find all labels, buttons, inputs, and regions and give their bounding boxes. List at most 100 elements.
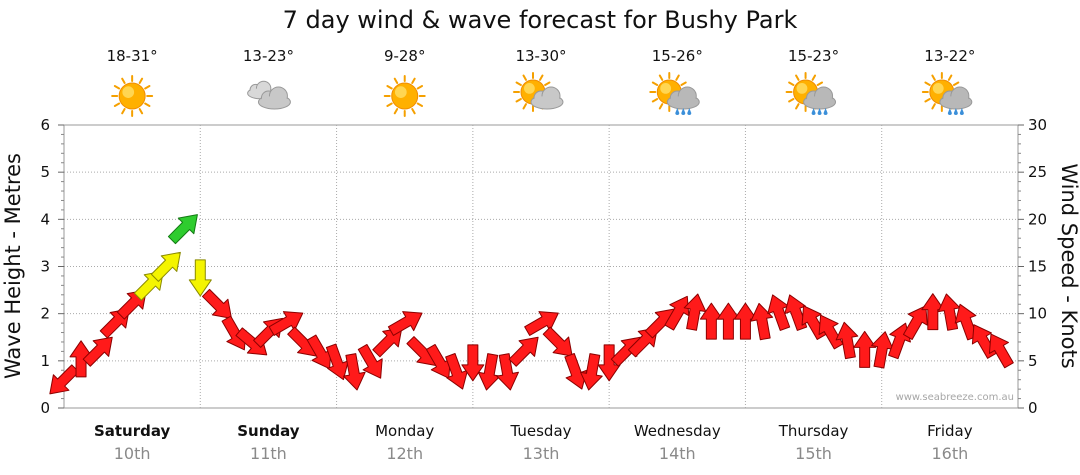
wind-arrow-shape xyxy=(921,293,945,331)
x-axis-labels: Saturday 10th Sunday 11th Monday 12th Tuesday 1… xyxy=(94,422,973,463)
cloud-shape xyxy=(803,86,837,110)
sun-ray xyxy=(113,102,121,107)
wind-arrow xyxy=(150,251,181,282)
day-name-label: Saturday xyxy=(94,422,171,440)
sun-ray xyxy=(924,81,931,86)
sun-showers-icon xyxy=(649,72,700,115)
sun-highlight xyxy=(932,83,944,94)
wind-arrow xyxy=(342,353,366,391)
rain-drop xyxy=(811,108,816,115)
wind-arrow-shape xyxy=(683,293,707,331)
sun-ray xyxy=(788,81,795,86)
day-name-label: Wednesday xyxy=(634,422,721,440)
sun-ray xyxy=(386,102,393,107)
day-date-label: 11th xyxy=(250,444,287,463)
sun-ray xyxy=(816,81,824,86)
sun-ray xyxy=(113,85,121,90)
left-axis-ticks: 0 1 2 3 4 5 6 xyxy=(40,116,64,417)
left-tick-label: 5 xyxy=(40,163,50,181)
wind-arrow-shape xyxy=(477,353,501,391)
day-date-label: 10th xyxy=(114,444,151,463)
temperature-range: 15-26° xyxy=(652,47,703,65)
wind-arrow-shape xyxy=(306,334,332,370)
wind-arrow xyxy=(496,353,519,391)
wind-arrow-shape xyxy=(818,314,844,350)
sun-highlight xyxy=(524,83,535,94)
wind-arrow xyxy=(357,343,383,379)
day-date-label: 16th xyxy=(931,444,968,463)
wind-arrow-shape xyxy=(325,343,349,381)
wind-arrow-shape xyxy=(150,251,181,282)
sun-ray xyxy=(931,74,936,81)
sun-ray xyxy=(515,98,522,103)
left-tick-label: 1 xyxy=(40,352,50,370)
wind-arrow-shape xyxy=(853,330,877,368)
wind-arrow xyxy=(425,343,451,379)
rain-drop xyxy=(681,108,686,115)
wind-arrow-shape xyxy=(69,340,93,378)
day-name-label: Thursday xyxy=(778,422,849,440)
sun-ray xyxy=(931,103,936,110)
right-tick-label: 25 xyxy=(1028,163,1047,181)
wind-arrow xyxy=(445,353,469,390)
sun-ray xyxy=(393,77,399,85)
wind-arrow-shape xyxy=(387,311,423,336)
sun-ray xyxy=(788,98,795,103)
wind-arrow-shape xyxy=(937,293,961,331)
wind-arrow-shape xyxy=(425,343,451,379)
sun-ray xyxy=(658,74,664,81)
wind-arrow-shape xyxy=(580,353,603,391)
sunny-icon xyxy=(383,75,426,117)
wind-arrow xyxy=(767,294,791,331)
wind-arrow-shape xyxy=(445,353,469,390)
wind-arrow xyxy=(937,293,961,331)
sun-ray xyxy=(515,81,522,86)
sun-ray xyxy=(411,77,416,85)
sun-ray xyxy=(522,103,527,110)
wind-arrow-shape xyxy=(542,326,573,357)
day-name-label: Monday xyxy=(375,422,434,440)
left-tick-label: 6 xyxy=(40,116,50,134)
wind-arrow xyxy=(201,288,232,319)
wind-arrow-shape xyxy=(357,343,383,379)
wind-arrow-shape xyxy=(508,336,539,367)
temperature-range: 15-23° xyxy=(788,47,839,65)
wind-arrow xyxy=(902,305,928,340)
sun-highlight xyxy=(796,83,808,94)
wind-arrow-shape xyxy=(871,331,894,369)
wind-arrow xyxy=(387,311,423,336)
sun-ray xyxy=(795,103,800,110)
sun-ray xyxy=(393,107,399,115)
wind-arrow-shape xyxy=(564,353,588,390)
right-tick-label: 0 xyxy=(1028,399,1038,417)
left-tick-label: 3 xyxy=(40,258,50,276)
rain-drop xyxy=(675,108,680,115)
wind-arrow xyxy=(733,302,757,340)
wind-arrow xyxy=(835,321,859,360)
cloud-shape xyxy=(666,86,700,110)
sun-ray xyxy=(795,74,800,81)
day-date-label: 15th xyxy=(795,444,832,463)
day-name-label: Friday xyxy=(927,422,973,440)
wind-arrow-shape xyxy=(988,333,1014,369)
wind-arrow-shape xyxy=(496,353,519,391)
wind-arrow xyxy=(818,314,844,350)
sun-ray xyxy=(144,102,151,107)
wind-arrow xyxy=(683,293,707,331)
right-tick-label: 10 xyxy=(1028,305,1047,323)
sun-highlight xyxy=(394,86,407,98)
sun-ray xyxy=(416,85,424,90)
wind-arrow-shape xyxy=(733,302,757,340)
temperature-range: 13-30° xyxy=(515,47,566,65)
temperature-range: 18-31° xyxy=(107,47,158,65)
sun-ray xyxy=(651,98,659,103)
day-name-label: Sunday xyxy=(237,422,300,440)
cloudy-icon xyxy=(247,80,291,110)
sun-ray xyxy=(675,74,680,81)
wind-arrow xyxy=(69,340,93,378)
wind-arrow xyxy=(477,353,501,391)
day-date-label: 14th xyxy=(659,444,696,463)
day-date-label: 12th xyxy=(386,444,423,463)
rain-drop xyxy=(959,108,964,115)
